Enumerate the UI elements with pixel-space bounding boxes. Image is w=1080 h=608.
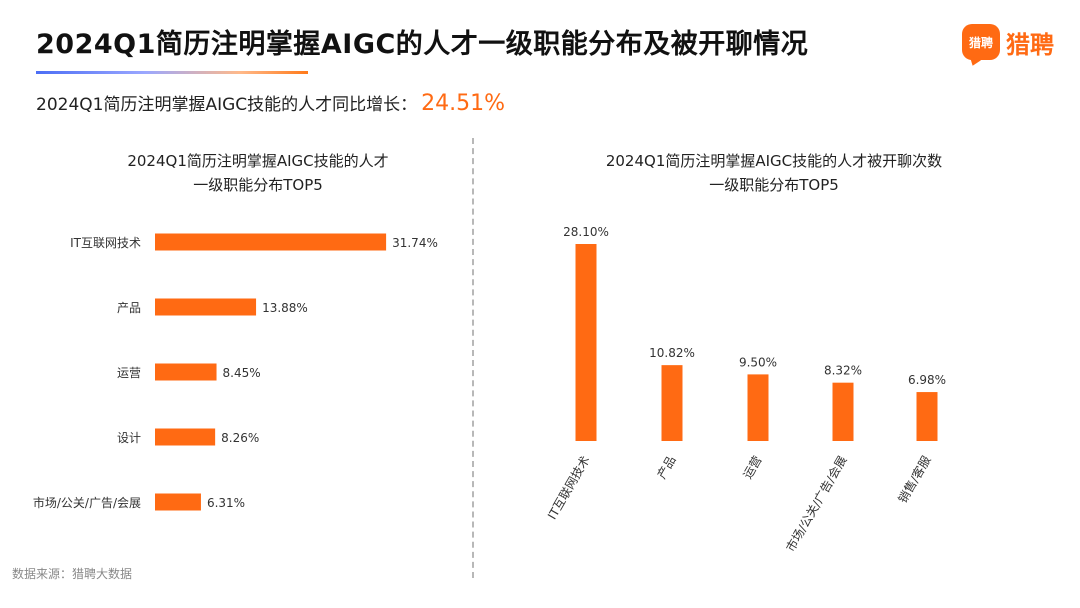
- right-chart-title-line-0: 2024Q1简历注明掌握AIGC技能的人才被开聊次数: [606, 152, 942, 170]
- left-value-label: 6.31%: [207, 496, 245, 510]
- left-bar: [155, 363, 217, 381]
- left-bar: [155, 298, 257, 316]
- right-category-label: IT互联网技术: [545, 454, 593, 522]
- right-bar: [575, 244, 597, 441]
- growth-summary: 2024Q1简历注明掌握AIGC技能的人才同比增长： 24.51%: [36, 90, 505, 116]
- page-title: 2024Q1简历注明掌握AIGC的人才一级职能分布及被开聊情况: [36, 29, 809, 60]
- right-value-label: 28.10%: [563, 225, 609, 239]
- left-category-label: 设计: [117, 431, 141, 445]
- right-bar: [832, 382, 854, 441]
- right-bar: [661, 365, 683, 441]
- brand-logo: 猎聘 猎聘: [962, 24, 1054, 60]
- right-bar: [916, 392, 938, 441]
- left-bar: [155, 428, 216, 446]
- left-category-label: 运营: [117, 366, 141, 380]
- right-chart-title-line-1: 一级职能分布TOP5: [709, 176, 839, 194]
- brand-name: 猎聘: [1006, 30, 1054, 59]
- data-source-note: 数据来源：猎聘大数据: [12, 567, 133, 581]
- right-category-label: 市场/公关/广告/会展: [783, 453, 850, 554]
- right-value-label: 9.50%: [739, 355, 777, 369]
- left-chart-title-line-0: 2024Q1简历注明掌握AIGC技能的人才: [127, 152, 388, 170]
- left-chart-title-line-1: 一级职能分布TOP5: [193, 176, 323, 194]
- left-value-label: 8.45%: [223, 366, 261, 380]
- right-category-label: 销售/客服: [895, 453, 934, 506]
- chart-divider: [472, 138, 474, 578]
- left-category-label: 产品: [117, 301, 141, 315]
- left-category-label: 市场/公关/广告/会展: [33, 495, 141, 510]
- right-value-label: 10.82%: [649, 346, 695, 360]
- left-value-label: 31.74%: [392, 236, 438, 250]
- growth-value: 24.51%: [421, 91, 506, 116]
- left-value-label: 13.88%: [262, 301, 308, 315]
- left-value-label: 8.26%: [221, 431, 259, 445]
- growth-label: 2024Q1简历注明掌握AIGC技能的人才同比增长：: [36, 95, 418, 115]
- right-bar: [747, 374, 769, 441]
- right-value-label: 6.98%: [908, 373, 946, 387]
- left-bar: [155, 493, 201, 511]
- left-category-label: IT互联网技术: [70, 236, 141, 250]
- title-underline: [36, 71, 308, 74]
- right-category-label: 产品: [654, 454, 678, 482]
- left-bar: [155, 233, 387, 251]
- right-category-label: 运营: [740, 454, 764, 482]
- right-value-label: 8.32%: [824, 364, 862, 378]
- brand-badge-icon: 猎聘: [962, 24, 1000, 60]
